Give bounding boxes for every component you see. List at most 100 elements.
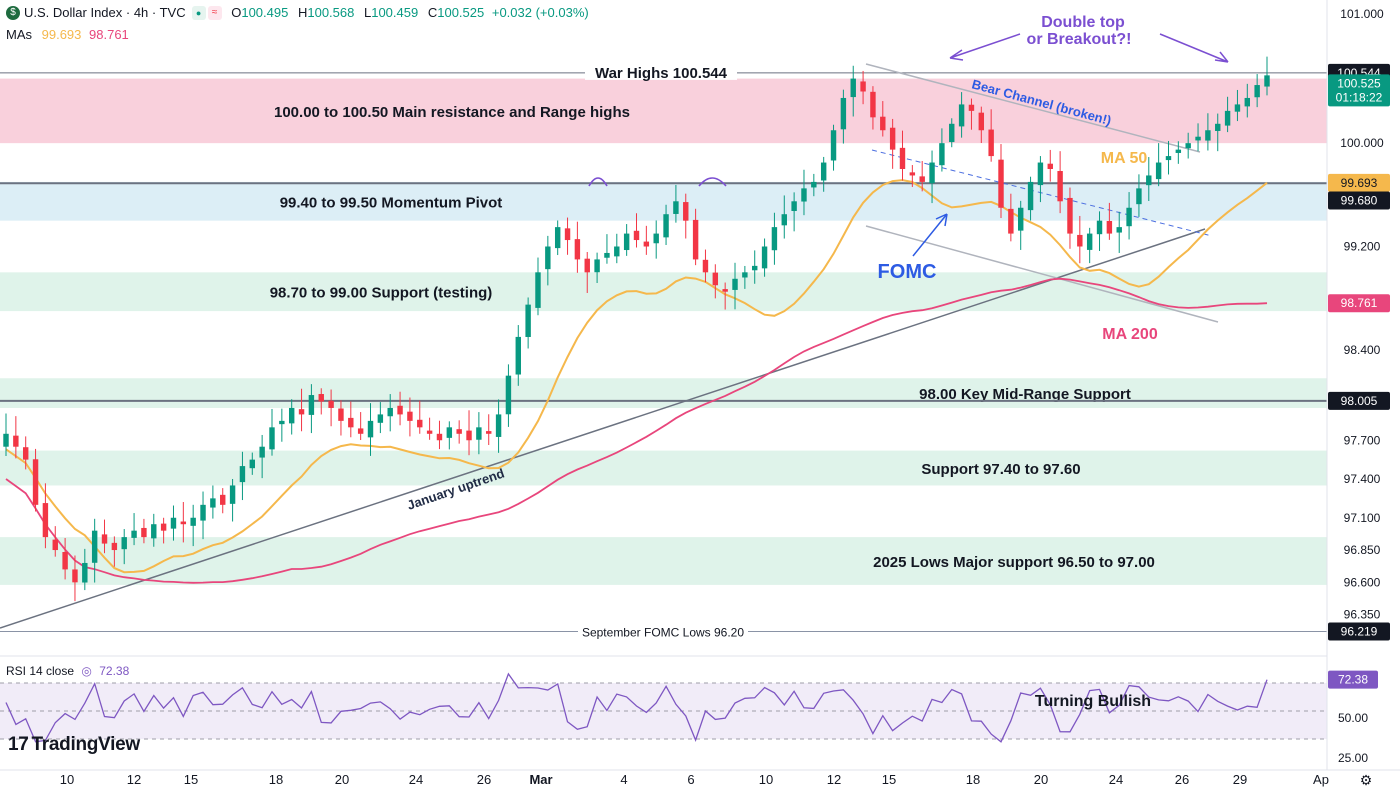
symbol-title[interactable]: U.S. Dollar Index · 4h · TVC (24, 5, 186, 21)
rsi-tick-label: 25.00 (1338, 751, 1368, 765)
settings-gear-icon: ⚙ (1360, 772, 1373, 788)
candle-body (692, 219, 699, 260)
x-tick-label: 29 (1233, 772, 1247, 787)
candle-body (889, 127, 896, 150)
candle-body (466, 430, 472, 441)
candle-body (91, 530, 98, 563)
double-top-peak-cap-2 (698, 177, 727, 187)
candle-body (1146, 175, 1152, 186)
candle-body (1027, 181, 1034, 211)
candle-body (338, 408, 344, 421)
candle-body (919, 176, 925, 182)
ma-legend[interactable]: MAs 99.693 98.761 (6, 27, 129, 42)
candle-body (1234, 104, 1241, 112)
candle-body (446, 427, 453, 438)
rsi-value-tag[interactable] (1328, 670, 1378, 689)
price-tag[interactable] (1328, 391, 1390, 410)
ma50-label: MA 50 (1101, 150, 1148, 167)
symbol-logo-icon: $ (6, 5, 20, 20)
candle-body (456, 429, 462, 434)
candle-body (860, 81, 866, 92)
candle-body (683, 202, 689, 221)
candle-body (1224, 110, 1231, 126)
candle-body (949, 123, 955, 143)
low-label: L (363, 5, 372, 21)
candle-body (545, 246, 551, 270)
candle-body (239, 466, 246, 483)
candle-body (151, 524, 157, 539)
candle-body (298, 409, 305, 415)
candle-body (1037, 162, 1044, 186)
level-label-bg (578, 622, 748, 639)
tv-mark-icon: 17 (8, 734, 29, 755)
candle-body (101, 534, 108, 544)
double-top-text: Double top (1041, 14, 1125, 31)
price-tag[interactable] (1328, 294, 1390, 313)
x-tick-label: 10 (759, 772, 773, 787)
candle-body (62, 552, 68, 570)
candle-body (210, 498, 216, 508)
zone-label-support-testing: 98.70 to 99.00 Support (testing) (270, 285, 493, 302)
candle-body (939, 143, 945, 166)
rsi-settings-icon[interactable]: ◎ (81, 664, 92, 678)
candle-body (633, 230, 640, 241)
zone-lows-2025 (0, 537, 1327, 585)
candle-body (564, 228, 571, 241)
candle-body (367, 420, 374, 438)
candle-body (318, 394, 324, 402)
candle-body (1086, 233, 1093, 250)
price-tag[interactable] (1328, 622, 1390, 641)
candle-body (663, 214, 669, 238)
y-tick-label: 98.400 (1344, 343, 1381, 357)
candle-body (742, 272, 748, 278)
candle-body (486, 431, 492, 434)
ma50-line (5, 179, 1268, 574)
rsi-legend[interactable]: RSI 14 close ◎ 72.38 (6, 664, 129, 678)
candle-body (121, 537, 127, 550)
candle-body (1077, 234, 1083, 247)
x-tick-label: Mar (529, 772, 552, 787)
candle-body (1067, 197, 1073, 234)
candle-body (673, 201, 679, 214)
price-tag-label: 99.680 (1341, 194, 1378, 208)
price-tag[interactable] (1328, 191, 1390, 210)
y-tick-label: 96.350 (1344, 608, 1381, 622)
fomc-label: FOMC (878, 261, 937, 283)
candle-body (387, 407, 393, 417)
x-tick-label: 6 (687, 772, 694, 787)
candle-body (495, 414, 502, 437)
open-value: 100.495 (241, 5, 289, 21)
candle-body (259, 446, 265, 458)
tradingview-logo[interactable]: 17 TradingView (8, 734, 140, 756)
chart-header: $ U.S. Dollar Index · 4h · TVC ● ≈ O100.495… (6, 4, 589, 20)
x-tick-label: 24 (1109, 772, 1123, 787)
mas-label: MAs (6, 27, 32, 42)
candle-body (1205, 130, 1211, 141)
candle-body (407, 411, 413, 421)
high-label: H (297, 5, 308, 21)
price-tag[interactable] (1328, 74, 1390, 107)
price-tag-label: 99.693 (1341, 176, 1378, 190)
candle-body (623, 233, 630, 251)
candle-body (614, 246, 620, 257)
candle-body (771, 227, 778, 251)
candle-body (269, 427, 275, 450)
candle-body (761, 246, 768, 269)
close-label: C (427, 5, 438, 21)
candle-body (436, 433, 443, 441)
level-label: September FOMC Lows 96.20 (582, 626, 744, 640)
candle-body (870, 91, 876, 118)
candle-body (32, 459, 39, 505)
y-tick-label: 96.600 (1344, 575, 1381, 589)
turning-bullish-label: Turning Bullish (1035, 693, 1151, 710)
candle-body (249, 459, 255, 469)
candle-body (1116, 227, 1122, 233)
candle-body (988, 129, 994, 157)
candle-body (417, 419, 423, 428)
x-tick-label: 12 (127, 772, 141, 787)
price-tag[interactable] (1328, 173, 1390, 192)
low-value: 100.459 (371, 5, 419, 21)
candle-body (643, 241, 650, 247)
